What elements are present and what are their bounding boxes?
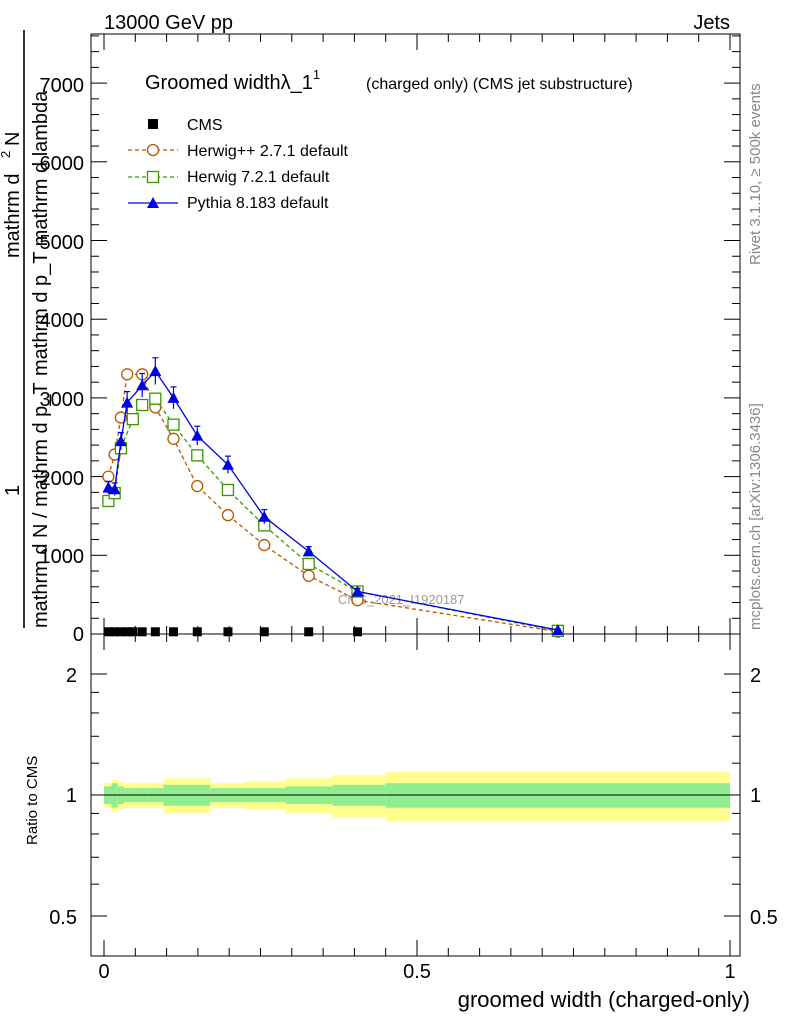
cms-point xyxy=(223,627,233,637)
pythia-point xyxy=(302,545,315,557)
pythia-point xyxy=(121,396,134,408)
pythia-point xyxy=(221,458,234,470)
ytick-label-7000: 7000 xyxy=(40,75,85,97)
pythia-point xyxy=(108,483,121,495)
pythia-point xyxy=(551,624,564,636)
herwig7-point xyxy=(149,392,162,405)
xtick-label-05: 0.5 xyxy=(403,961,431,983)
ratio-ytick-label-05-left: 0.5 xyxy=(49,907,77,929)
x-axis-label: groomed width (charged-only) xyxy=(458,987,750,1012)
cms-point xyxy=(192,627,202,637)
title-main-text: Groomed width xyxy=(145,72,281,94)
pythia-point xyxy=(114,435,127,447)
y-label-num-b: 2 xyxy=(0,151,13,158)
cms-point xyxy=(137,627,147,637)
pythia-point xyxy=(351,585,364,597)
ratio-ytick-label-1-right: 1 xyxy=(750,785,761,807)
ratio-ytick-label-05-right: 0.5 xyxy=(750,907,778,929)
rivet-label: Rivet 3.1.10, ≥ 500k events xyxy=(747,83,764,265)
herwig7-point xyxy=(302,557,315,571)
ytick-label-0: 0 xyxy=(73,624,84,646)
ratio-y-axis-label: Ratio to CMS xyxy=(24,756,41,845)
herwigpp-point xyxy=(302,569,315,582)
legend-marker-pythia xyxy=(147,197,159,208)
title-superscript: 1 xyxy=(313,67,320,82)
pythia-point xyxy=(167,391,180,403)
cms-point xyxy=(122,627,132,637)
xtick-label-0: 0 xyxy=(98,961,109,983)
bottom-panel-ticks xyxy=(91,634,740,956)
legend-label-pythia: Pythia 8.183 default xyxy=(187,195,329,212)
legend-label-herwigpp: Herwig++ 2.7.1 default xyxy=(187,143,349,160)
ytick-label-1000: 1000 xyxy=(40,546,85,568)
ratio-ytick-label-1-left: 1 xyxy=(66,785,77,807)
xtick-labels: 0 0.5 1 xyxy=(98,961,735,983)
herwig7-point xyxy=(102,494,115,508)
series-line-pythia xyxy=(108,370,558,631)
cms-point xyxy=(168,627,178,637)
herwigpp-point xyxy=(191,479,204,493)
ratio-ytick-label-2-right: 2 xyxy=(750,665,761,687)
cms-point xyxy=(128,627,138,637)
ratio-ytick-label-2-left: 2 xyxy=(66,665,77,687)
pythia-point xyxy=(191,429,204,441)
ytick-label-2000: 2000 xyxy=(40,468,85,490)
bottom-ytick-labels: 2 1 0.5 2 1 0.5 xyxy=(49,665,778,929)
series-line-herwigpp xyxy=(107,373,558,633)
title-symbol: λ_1 xyxy=(281,72,313,94)
cms-point xyxy=(259,627,269,637)
cms-point xyxy=(304,627,314,637)
y-label-lower: mathrm d N / mathrm d p_T xyxy=(30,382,52,628)
top-y-axis-label: mathrm d 2 N mathrm d p_T mathrm d lambd… xyxy=(0,30,52,628)
header-left: 13000 GeV pp xyxy=(104,12,233,34)
herwigpp-point xyxy=(167,432,180,445)
pythia-point xyxy=(136,379,149,391)
y-label-num-a: mathrm d xyxy=(2,174,24,258)
ytick-label-3000: 3000 xyxy=(40,389,85,411)
herwig7-point xyxy=(167,418,180,431)
ytick-label-5000: 5000 xyxy=(40,232,85,254)
legend: CMS Herwig++ 2.7.1 default Herwig 7.2.1 … xyxy=(128,117,349,212)
legend-marker-herwig7 xyxy=(146,170,160,184)
herwig7-point xyxy=(126,412,139,426)
y-label-num-c: N xyxy=(2,132,24,146)
title-suffix: (charged only) (CMS jet substructure) xyxy=(366,76,633,93)
cms-point xyxy=(116,627,126,637)
xtick-label-1: 1 xyxy=(724,961,735,983)
herwigpp-point xyxy=(258,538,271,552)
cms-point xyxy=(110,627,120,637)
herwig7-point xyxy=(191,449,204,462)
legend-marker-herwigpp xyxy=(146,143,160,157)
legend-marker-cms xyxy=(148,119,158,129)
cms-point xyxy=(150,627,160,637)
pythia-point xyxy=(258,510,271,522)
series-layer xyxy=(102,357,564,638)
herwigpp-point xyxy=(102,470,115,483)
herwigpp-point xyxy=(121,368,134,381)
plot-title: Groomed widthλ_11 (charged only) (CMS je… xyxy=(145,67,633,94)
ytick-label-4000: 4000 xyxy=(40,310,85,332)
ytick-label-6000: 6000 xyxy=(40,153,85,175)
pythia-point xyxy=(149,365,162,377)
cms-point xyxy=(103,627,113,637)
cms-point xyxy=(353,627,363,637)
top-ytick-labels: 0 1000 2000 3000 4000 5000 6000 7000 xyxy=(40,75,85,646)
y-label-denominator: mathrm d p_T mathrm d lambda xyxy=(30,90,52,376)
mcplots-label: mcplots.cern.ch [arXiv:1306.3436] xyxy=(747,403,764,630)
herwigpp-point xyxy=(221,509,235,522)
legend-label-cms: CMS xyxy=(187,117,223,134)
y-label-one: 1 xyxy=(2,485,24,496)
herwig7-point xyxy=(136,398,149,412)
herwig7-point xyxy=(221,483,235,497)
ratio-bands xyxy=(104,772,730,822)
title-main: Groomed widthλ_11 xyxy=(145,67,320,94)
legend-label-herwig7: Herwig 7.2.1 default xyxy=(187,169,330,186)
header-right: Jets xyxy=(693,12,730,34)
